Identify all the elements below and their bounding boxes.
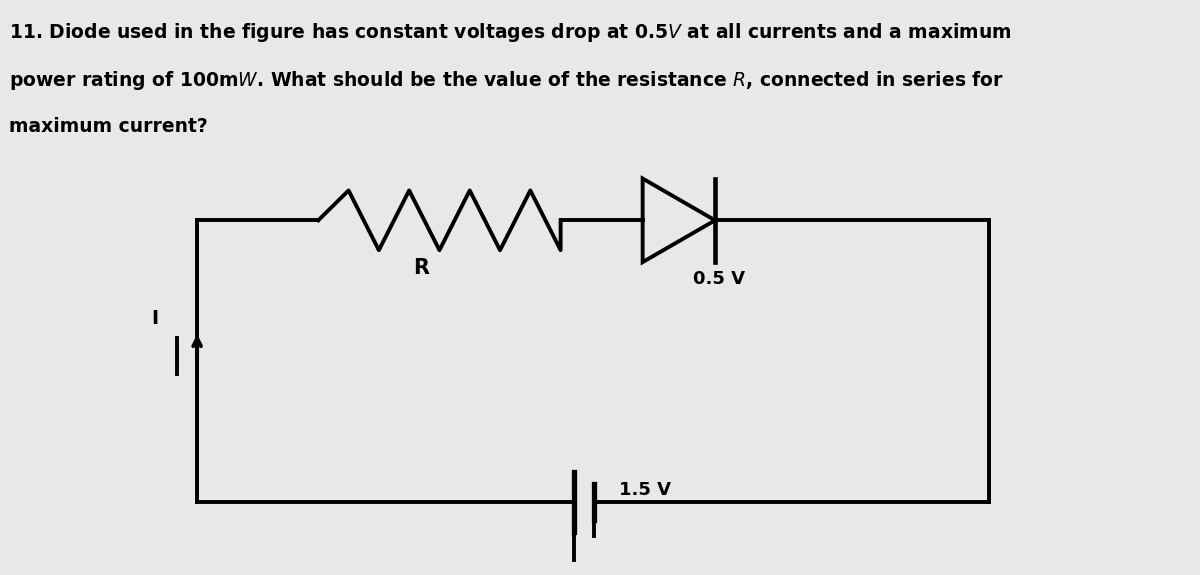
Text: 1.5 V: 1.5 V [619,481,671,499]
Text: 11. Diode used in the figure has constant voltages drop at 0.5$V$ at all current: 11. Diode used in the figure has constan… [8,21,1012,44]
Text: R: R [413,258,428,278]
Text: maximum current?: maximum current? [8,117,208,136]
Text: 0.5 V: 0.5 V [694,270,745,288]
Text: I: I [151,309,158,328]
Text: power rating of 100m$W$. What should be the value of the resistance $R$, connect: power rating of 100m$W$. What should be … [8,69,1004,92]
